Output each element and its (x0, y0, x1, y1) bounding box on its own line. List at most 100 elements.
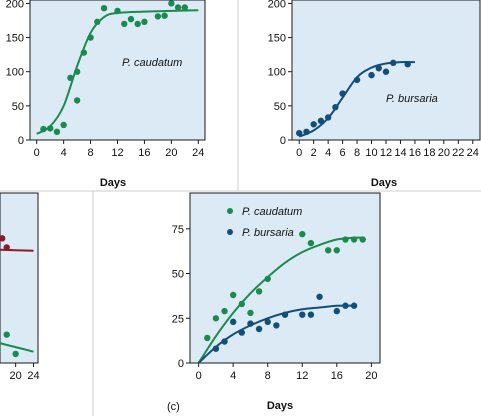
panel-c-series-1-point (342, 302, 349, 309)
panel-c-series-0-point (324, 247, 332, 254)
panel-a-series-0-point (94, 18, 101, 26)
panel-a-xtick-label: 8 (88, 147, 94, 159)
panel-c-series-1-point (281, 311, 289, 318)
panel-left-partial-series-0-point (3, 244, 10, 251)
panel-a-series-0-point (134, 20, 141, 28)
panel-a-series-0-point (67, 74, 74, 82)
panel-a-series-0-point (73, 97, 81, 104)
panel-b-series-0-point (310, 121, 317, 128)
panel-b-ytick-label: 0 (280, 135, 286, 147)
panel-b-series-0-point (324, 114, 332, 121)
panel-b-ytick-label: 200 (268, 0, 286, 10)
panel-a-series-0-point (181, 4, 189, 11)
panel-left-partial-xtick-label: 24 (27, 370, 39, 382)
panel-a-ytick-label: 0 (18, 135, 24, 147)
panel-b-series-0-point (296, 129, 303, 137)
panel-b-series-0-point (332, 104, 339, 111)
panel-b-series-0-point (404, 60, 411, 68)
panel-b-series-0-point (303, 128, 310, 136)
panel-c-series-0-point (221, 307, 228, 315)
panel-b-series-0-point (368, 71, 375, 79)
panel-c-xtick-label: 8 (265, 370, 271, 382)
panel-a-ytick-label: 50 (12, 101, 24, 113)
panel-c-series-1-point (307, 311, 315, 318)
panel-a-ytick-label: 150 (6, 33, 24, 45)
panel-a-series-0-point (127, 15, 135, 23)
panel-c-xtick-label: 12 (296, 370, 308, 382)
panel-c-series-1-point (212, 345, 220, 352)
panel-b-xtick-label: 2 (311, 147, 317, 159)
legend-bursaria-marker (227, 229, 233, 235)
panel-b-xtick-label: 20 (438, 147, 450, 159)
panel-b-xtick-label: 16 (409, 147, 421, 159)
panel-c-series-0-point (359, 236, 366, 243)
panel-b-xtick-label: 12 (380, 147, 392, 159)
legend-caudatum: P. caudatum (242, 206, 302, 218)
panel-left-partial-series-0-curve (0, 248, 34, 252)
panel-a-series-0-point (40, 125, 47, 133)
panel-c-series-1-point (229, 318, 237, 326)
panel-c-series-0-point (333, 247, 341, 254)
panel-a-series-0-point (168, 0, 175, 7)
panel-left-partial-series-1-curve (0, 342, 34, 353)
panel-c-series-1-point (221, 338, 228, 345)
panel-b-series-0-point (353, 76, 361, 84)
panel-c-ytick-label: 75 (172, 224, 184, 236)
panel-c-series-0-point (229, 291, 237, 299)
panel-c-series-1-point (333, 307, 341, 315)
panel-c-background (190, 193, 380, 363)
panel-b-series-0-point (339, 90, 346, 97)
panel-left-partial-frame (0, 192, 39, 364)
panel-c-series-0-point (307, 239, 315, 247)
panel-c-xtick-label: 0 (196, 370, 202, 382)
panel-c-series-0-point (264, 275, 271, 283)
panel-a-xtick-label: 20 (165, 147, 177, 159)
annotation-bursaria: P. bursaria (386, 93, 438, 105)
panel-b-xlabel: Days (371, 177, 397, 189)
panel-a-ytick-label: 200 (6, 0, 24, 10)
panel-c-series-1-point (238, 329, 246, 336)
panel-a-xtick-label: 12 (111, 147, 123, 159)
panel-b-series-0-point (382, 68, 390, 75)
panel-c-xtick-label: 16 (331, 370, 343, 382)
panel-a-series-0-point (154, 13, 162, 20)
panel-a-series-0-point (161, 12, 168, 19)
annotation-caudatum: P. caudatum (122, 57, 182, 69)
panel-b-ytick-label: 150 (268, 33, 286, 45)
panel-b-xtick-label: 4 (325, 147, 331, 159)
panel-b-xtick-label: 24 (467, 147, 479, 159)
panel-a-xtick-label: 4 (61, 147, 67, 159)
panel-b-xtick-label: 18 (423, 147, 435, 159)
panel-c-ytick-label: 50 (172, 269, 184, 281)
panel-c-ytick-label: 25 (172, 313, 184, 325)
panel-c-series-0-point (299, 230, 306, 238)
panel-c-series-1-point (316, 293, 323, 300)
panel-c-xlabel: Days (267, 400, 293, 412)
panel-a-series-0-point (114, 7, 121, 15)
panel-a-series-0-point (53, 128, 61, 136)
panel-c-series-1-point (247, 320, 254, 327)
panel-a-series-0-point (141, 18, 148, 26)
panel-b-xtick-label: 22 (452, 147, 464, 159)
panel-a-series-0-point (121, 20, 128, 28)
panel-c-frame (189, 192, 381, 364)
panel-b-xtick-label: 6 (340, 147, 346, 159)
panel-a-xlabel: Days (100, 177, 126, 189)
panel-c-xtick-label: 4 (230, 370, 236, 382)
panel-c-series-0-point (255, 288, 263, 295)
panel-b-series-0-point (317, 117, 325, 125)
panel-b-ytick-label: 100 (268, 67, 286, 79)
panel-c-series-1-point (350, 302, 358, 309)
panel-b-xtick-label: 8 (354, 147, 360, 159)
panel-c-series-1-point (264, 318, 271, 326)
panel-c-series-0-point (247, 309, 254, 317)
panel-c-series-0-point (204, 334, 211, 342)
panel-b-series-0-point (390, 59, 397, 67)
panel-c-series-0-curve (197, 236, 363, 364)
panel-c-series-1-point (273, 322, 280, 329)
panel-c-series-0-point (342, 236, 349, 243)
panel-b-ytick-label: 50 (274, 101, 286, 113)
legend-caudatum-marker (227, 208, 233, 214)
panel-a-series-0-point (87, 34, 94, 41)
